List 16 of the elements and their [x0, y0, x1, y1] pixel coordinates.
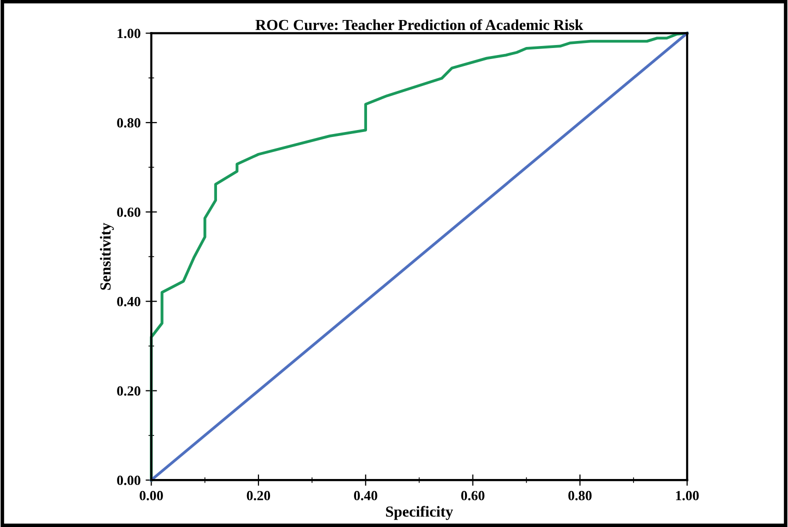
y-tick-label: 0.20 [117, 386, 140, 396]
chart-title: ROC Curve: Teacher Prediction of Academic Risk [256, 19, 584, 30]
y-tick-label: 0.40 [117, 296, 140, 306]
y-tick-label: 1.00 [118, 28, 140, 38]
y-tick-label: 0.80 [117, 118, 140, 128]
x-tick-label: 0.40 [354, 490, 378, 500]
y-tick-label: 0.00 [117, 476, 140, 486]
x-axis-title: Specificity [386, 506, 454, 520]
x-tick-label: 0.00 [140, 490, 163, 500]
x-tick-label: 0.60 [461, 490, 484, 500]
x-tick-label: 0.80 [568, 490, 592, 500]
y-axis-title: Sensitivity [100, 222, 114, 290]
y-tick-label: 0.60 [117, 208, 140, 217]
x-tick-label: 0.20 [246, 490, 270, 500]
line-series [150, 32, 689, 482]
x-tick-label: 1.00 [676, 490, 699, 500]
